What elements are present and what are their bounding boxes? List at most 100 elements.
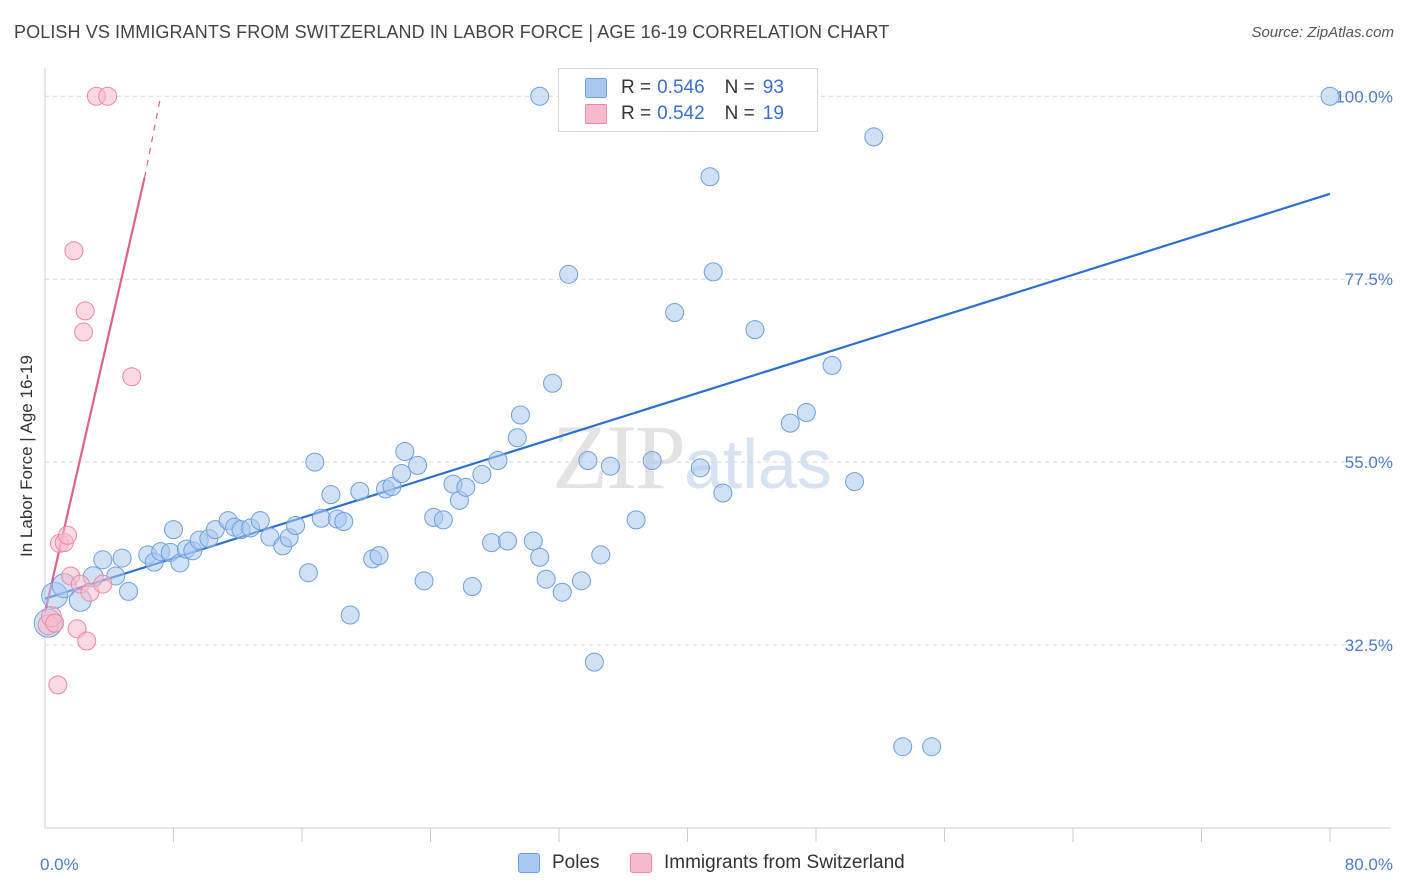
legend-item-swiss[interactable]: Immigrants from Switzerland bbox=[630, 852, 905, 874]
watermark: ZIPatlas bbox=[552, 404, 832, 510]
poles-point bbox=[340, 605, 360, 625]
poles-point bbox=[408, 455, 428, 475]
poles-point bbox=[552, 582, 572, 602]
legend-r-label: R = bbox=[621, 103, 652, 124]
poles-point bbox=[523, 531, 543, 551]
poles-point bbox=[462, 577, 482, 597]
poles-point bbox=[822, 355, 842, 375]
correlation-legend: R = 0.546 N = 93 R = 0.542 N = 19 bbox=[558, 68, 818, 132]
legend-swatch-swiss bbox=[630, 853, 652, 873]
poles-point bbox=[321, 485, 341, 505]
poles-point bbox=[334, 511, 354, 531]
poles-point bbox=[1320, 86, 1340, 106]
poles-point bbox=[456, 477, 476, 497]
poles-point bbox=[250, 511, 270, 531]
poles-point bbox=[119, 581, 139, 601]
poles-point bbox=[298, 563, 318, 583]
data-points bbox=[33, 86, 1340, 757]
swiss-point bbox=[75, 301, 95, 321]
poles-point bbox=[112, 548, 132, 568]
swiss-point bbox=[48, 675, 68, 695]
swiss-point bbox=[74, 322, 94, 342]
watermark-zip: ZIP bbox=[552, 406, 686, 508]
swiss-point bbox=[98, 86, 118, 106]
legend-swatch-poles bbox=[585, 78, 607, 98]
legend-r-label: R = bbox=[621, 77, 652, 98]
swiss-point bbox=[45, 613, 65, 633]
x-tick-label: 80.0% bbox=[1345, 855, 1393, 874]
poles-point bbox=[543, 373, 563, 393]
chart-title: POLISH VS IMMIGRANTS FROM SWITZERLAND IN… bbox=[14, 22, 890, 42]
legend-swatch-swiss bbox=[585, 104, 607, 124]
series-legend: Poles Immigrants from Switzerland bbox=[0, 852, 1406, 878]
poles-point bbox=[584, 652, 604, 672]
poles-point bbox=[559, 264, 579, 284]
swiss-trend-extension bbox=[143, 96, 162, 178]
poles-point bbox=[433, 510, 453, 530]
y-tick-label: 100.0% bbox=[1335, 87, 1393, 106]
axes bbox=[44, 68, 1390, 842]
poles-point bbox=[796, 403, 816, 423]
poles-point bbox=[571, 571, 591, 591]
legend-n-label: N = bbox=[724, 77, 755, 98]
poles-point bbox=[578, 451, 598, 471]
poles-point bbox=[600, 456, 620, 476]
y-tick-label: 77.5% bbox=[1345, 270, 1393, 289]
source-label: Source: ZipAtlas.com bbox=[1251, 24, 1394, 41]
poles-point bbox=[305, 452, 325, 472]
poles-point bbox=[392, 464, 412, 484]
poles-point bbox=[591, 545, 611, 565]
tick-labels: 32.5% 55.0% 77.5% 100.0% 0.0% 80.0% bbox=[40, 87, 1393, 874]
poles-point bbox=[780, 413, 800, 433]
poles-point bbox=[745, 320, 765, 340]
poles-point bbox=[700, 167, 720, 187]
poles-point bbox=[382, 477, 402, 497]
poles-point bbox=[530, 86, 550, 106]
poles-point bbox=[414, 571, 434, 591]
poles-point bbox=[690, 458, 710, 478]
x-tick-label: 0.0% bbox=[40, 855, 79, 874]
poles-point bbox=[845, 472, 865, 492]
poles-point bbox=[642, 451, 662, 471]
poles-point bbox=[395, 442, 415, 462]
poles-point bbox=[498, 531, 518, 551]
poles-point bbox=[713, 483, 733, 503]
poles-point bbox=[703, 262, 723, 282]
poles-point bbox=[93, 550, 113, 570]
poles-point bbox=[286, 516, 306, 536]
legend-item-poles[interactable]: Poles bbox=[518, 852, 600, 874]
poles-point bbox=[922, 737, 942, 757]
y-axis-title: In Labor Force | Age 16-19 bbox=[17, 355, 36, 557]
poles-point bbox=[488, 451, 508, 471]
legend-r-value: 0.546 bbox=[657, 77, 705, 98]
poles-point bbox=[530, 547, 550, 567]
legend-n-value: 19 bbox=[762, 103, 784, 124]
legend-row-swiss: R = 0.542 N = 19 bbox=[585, 102, 784, 126]
legend-row-poles: R = 0.546 N = 93 bbox=[585, 76, 784, 100]
poles-point bbox=[665, 303, 685, 323]
poles-point bbox=[482, 533, 502, 553]
poles-point bbox=[350, 481, 370, 501]
poles-point bbox=[164, 520, 183, 540]
poles-point bbox=[311, 508, 331, 528]
swiss-point bbox=[93, 574, 113, 594]
poles-point bbox=[893, 737, 913, 757]
y-tick-label: 32.5% bbox=[1345, 636, 1393, 655]
swiss-point bbox=[64, 241, 84, 261]
swiss-point bbox=[77, 631, 97, 651]
legend-r-value: 0.542 bbox=[657, 103, 705, 124]
legend-swatch-poles bbox=[518, 853, 540, 873]
legend-label-swiss: Immigrants from Switzerland bbox=[664, 852, 905, 873]
swiss-point bbox=[57, 525, 77, 545]
poles-point bbox=[472, 464, 492, 484]
swiss-point bbox=[122, 367, 142, 387]
legend-n-label: N = bbox=[724, 103, 755, 124]
poles-point bbox=[369, 546, 389, 566]
y-tick-label: 55.0% bbox=[1345, 453, 1393, 472]
legend-n-value: 93 bbox=[762, 77, 784, 98]
poles-point bbox=[864, 127, 884, 147]
poles-point bbox=[626, 510, 646, 530]
legend-label-poles: Poles bbox=[552, 852, 600, 873]
poles-point bbox=[536, 569, 556, 589]
